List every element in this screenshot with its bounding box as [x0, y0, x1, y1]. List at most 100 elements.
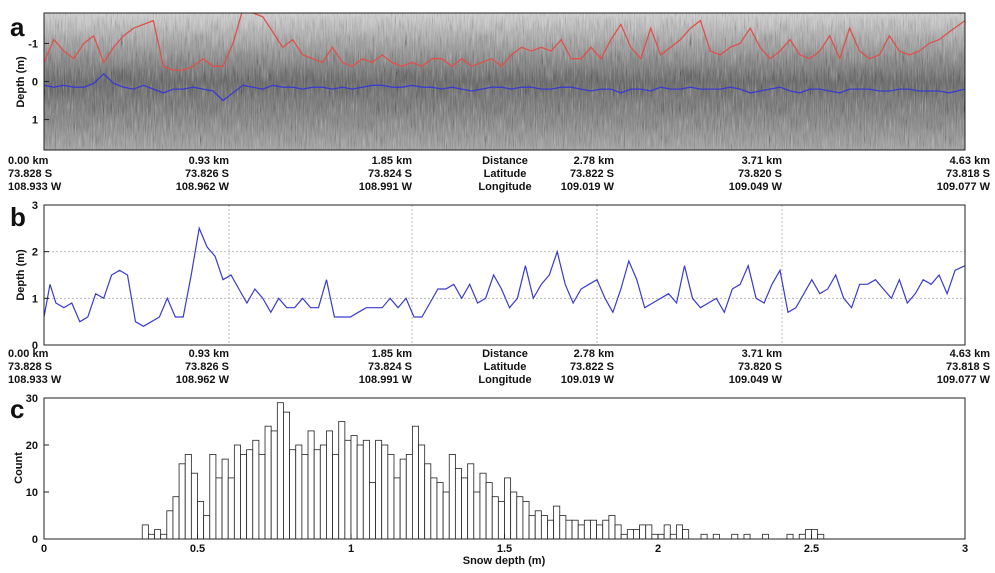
- histogram-bar: [276, 402, 284, 540]
- histogram-bar: [528, 515, 536, 540]
- histogram-bar: [436, 482, 444, 540]
- histogram-bar: [731, 533, 739, 540]
- distance-lat-label: 73.826 S: [185, 361, 229, 373]
- histogram-bar: [590, 519, 598, 540]
- distance-row-label: Longitude: [478, 181, 531, 193]
- histogram-bar: [510, 491, 518, 540]
- histogram-bar: [197, 500, 205, 540]
- distance-lat-label: 73.824 S: [368, 168, 412, 180]
- histogram-bar: [190, 472, 198, 540]
- histogram-bar: [319, 444, 327, 540]
- distance-row-label: Latitude: [484, 361, 527, 373]
- histogram-bar: [645, 524, 653, 540]
- distance-lon-label: 109.019 W: [561, 181, 615, 193]
- x-tick-label: 1: [348, 543, 354, 555]
- histogram-bar: [454, 468, 462, 540]
- histogram-bar: [184, 453, 192, 540]
- histogram-bar: [811, 529, 819, 540]
- distance-km-label: 4.63 km: [950, 155, 991, 167]
- histogram-bar: [295, 444, 303, 540]
- distance-lat-label: 73.828 S: [8, 168, 52, 180]
- histogram-bar: [283, 411, 290, 540]
- radargram-ylabel: Depth (m): [15, 56, 27, 108]
- histogram-bar: [596, 524, 604, 540]
- snow-depth-line: [44, 226, 965, 327]
- distance-lat-label: 73.818 S: [946, 168, 990, 180]
- histogram-bar: [448, 453, 456, 540]
- histogram-bar: [246, 449, 254, 540]
- histogram-bar: [620, 533, 628, 540]
- histogram-bar: [301, 453, 309, 540]
- histogram-bar: [547, 519, 555, 540]
- histogram-bar: [338, 421, 346, 540]
- histogram-bar: [375, 439, 383, 540]
- distance-km-label: 3.71 km: [742, 155, 783, 167]
- histogram-bar: [479, 472, 487, 540]
- histogram-bar: [270, 430, 278, 540]
- histogram-bar: [491, 496, 499, 540]
- histogram-bar: [626, 529, 634, 540]
- x-tick-label: 3: [962, 543, 968, 555]
- histogram-bar: [467, 463, 475, 540]
- histogram-bar: [565, 519, 573, 540]
- histogram-bar: [817, 533, 825, 540]
- histogram-bar: [252, 439, 260, 540]
- histogram-bar: [160, 533, 168, 540]
- histogram-bar: [540, 515, 548, 540]
- histogram-bar: [430, 477, 438, 540]
- histogram-bar: [313, 449, 321, 540]
- histogram-bar: [663, 524, 671, 540]
- histogram-bar: [424, 463, 432, 540]
- y-tick-label: -1: [28, 38, 38, 50]
- histogram-bar: [676, 524, 683, 540]
- histogram-bar: [172, 496, 180, 540]
- histogram-bar: [289, 449, 297, 540]
- distance-row-label: Latitude: [484, 168, 527, 180]
- histogram-bar: [651, 533, 659, 540]
- distance-lat-label: 73.828 S: [8, 361, 52, 373]
- y-tick-label: 0: [32, 340, 38, 352]
- histogram-bar: [669, 533, 677, 540]
- histogram-bar: [369, 482, 376, 540]
- x-tick-label: 1.5: [497, 543, 512, 555]
- snow-surface-line: [44, 13, 965, 71]
- histogram-bar: [804, 529, 812, 540]
- histogram-bar: [614, 524, 622, 540]
- histogram-bar: [209, 453, 217, 540]
- distance-lat-label: 73.820 S: [738, 168, 782, 180]
- histogram-bar: [743, 533, 751, 540]
- histogram-bar: [203, 515, 211, 540]
- distance-km-label: 0.93 km: [189, 155, 230, 167]
- histogram-bar: [350, 435, 358, 540]
- panel-label-b: b: [10, 202, 26, 232]
- histogram-bar: [405, 453, 413, 540]
- distance-lon-label: 108.962 W: [176, 374, 230, 386]
- histogram-bar: [497, 500, 505, 540]
- histogram-bar: [154, 529, 162, 540]
- y-tick-label: 30: [26, 393, 38, 405]
- y-tick-label: 20: [26, 440, 38, 452]
- histogram-bar: [258, 453, 266, 540]
- histogram-panel: 0 10 20 30 0 0.5 1 1.5 2 2.5 3 Count Snow depth (…: [13, 393, 968, 567]
- distance-row-label: Distance: [482, 348, 528, 360]
- y-tick-label: 1: [32, 115, 38, 127]
- distance-lon-label: 109.049 W: [729, 374, 783, 386]
- histogram-bar: [682, 529, 690, 540]
- histogram-bar: [362, 439, 370, 540]
- histogram-bar: [332, 453, 340, 540]
- histogram-bar: [559, 515, 567, 540]
- histogram-bar: [761, 533, 769, 540]
- histogram-bar: [147, 533, 155, 540]
- histogram-bar: [522, 500, 530, 540]
- histogram-bar: [798, 533, 806, 540]
- profile-frame: [43, 204, 966, 346]
- profile-plot-area: [44, 205, 965, 345]
- histogram-bar: [608, 515, 616, 540]
- distance-lat-label: 73.822 S: [570, 168, 614, 180]
- distance-km-label: 4.63 km: [950, 348, 991, 360]
- histogram-bar: [700, 533, 708, 540]
- histogram-bar: [233, 444, 241, 540]
